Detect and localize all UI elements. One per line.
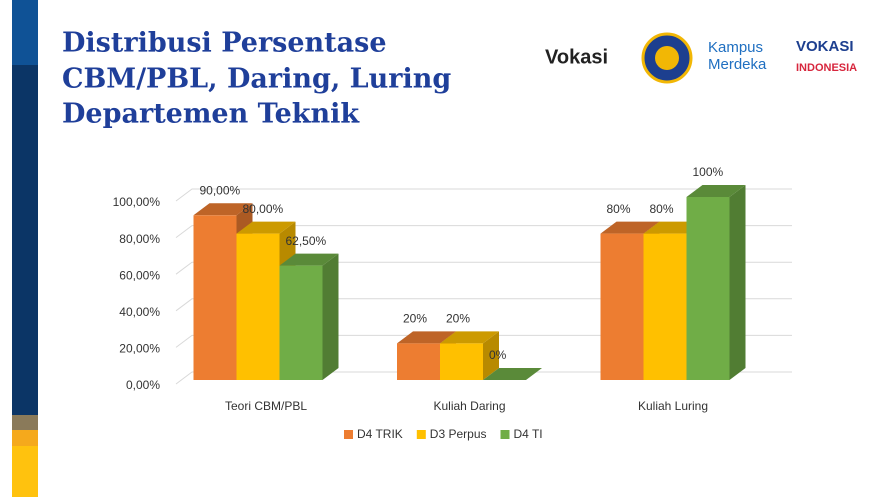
bar-top [600,221,660,234]
bar-top [440,331,499,344]
y-tick-label: 40,00% [119,305,160,319]
emblem [655,46,679,70]
bar-side [729,185,746,380]
bar [643,233,687,380]
bar [236,233,280,380]
bar [193,215,237,380]
value-label: 20% [446,312,470,326]
legend-swatch [500,430,510,439]
bar-top [236,221,296,234]
logo-text: INDONESIA [796,62,857,74]
bar-top [686,185,746,197]
logo-text: Kampus [708,39,763,56]
value-label: 20% [403,312,427,326]
grid-line [175,225,792,239]
title-line: CBM/PBL, Daring, Luring [62,64,451,95]
grid-line [175,298,792,312]
legend-swatch [416,430,426,439]
x-tick-label: Kuliah Luring [638,399,708,413]
logo-text: Merdeka [708,56,767,73]
value-label: 80% [650,202,674,216]
legend-label: D4 TI [514,427,543,441]
stripe [12,446,38,497]
title-line: Departemen Teknik [62,99,360,130]
value-label: 0% [489,348,507,362]
bar [440,343,483,380]
grid-line [175,261,792,275]
y-tick-label: 20,00% [119,342,160,356]
legend-label: D3 Perpus [430,427,487,441]
bar [279,265,323,380]
bar-top [483,368,542,380]
legend-label: D4 TRIK [357,427,403,441]
stripe [12,0,38,65]
y-tick-label: 100,00% [113,195,161,209]
value-label: 80,00% [243,202,284,216]
bar-top [279,253,339,266]
grid-line [175,371,792,385]
value-label: 80% [607,202,631,216]
grid-line [175,188,792,202]
stripe [12,65,38,415]
bar-side [322,253,339,380]
y-tick-label: 0,00% [126,378,160,392]
y-tick-label: 60,00% [119,268,160,282]
grid-line [175,334,792,348]
chart: 0,00% 20,00% 40,00% 60,00% 80,00% 100,00% Teor… [113,165,792,441]
stripe [12,430,38,446]
y-tick-label: 80,00% [119,232,160,246]
logo-text: Vokasi [545,46,608,68]
value-label: 62,50% [286,234,327,248]
value-label: 100% [693,165,724,179]
bar [600,233,644,380]
stripe [12,415,38,430]
x-tick-label: Kuliah Daring [433,399,505,413]
bar [686,197,730,380]
bar-side [483,331,499,380]
title-line: Distribusi Persentase [62,28,387,59]
logo-text: VOKASI [796,38,854,55]
bar [397,343,440,380]
bar-top [397,331,456,344]
value-label: 90,00% [200,183,241,197]
logos: Vokasi Kampus Merdeka VOKASI INDONESIA [545,32,857,84]
bar-top [193,203,253,216]
legend-swatch [344,430,353,439]
x-tick-label: Teori CBM/PBL [225,399,307,413]
